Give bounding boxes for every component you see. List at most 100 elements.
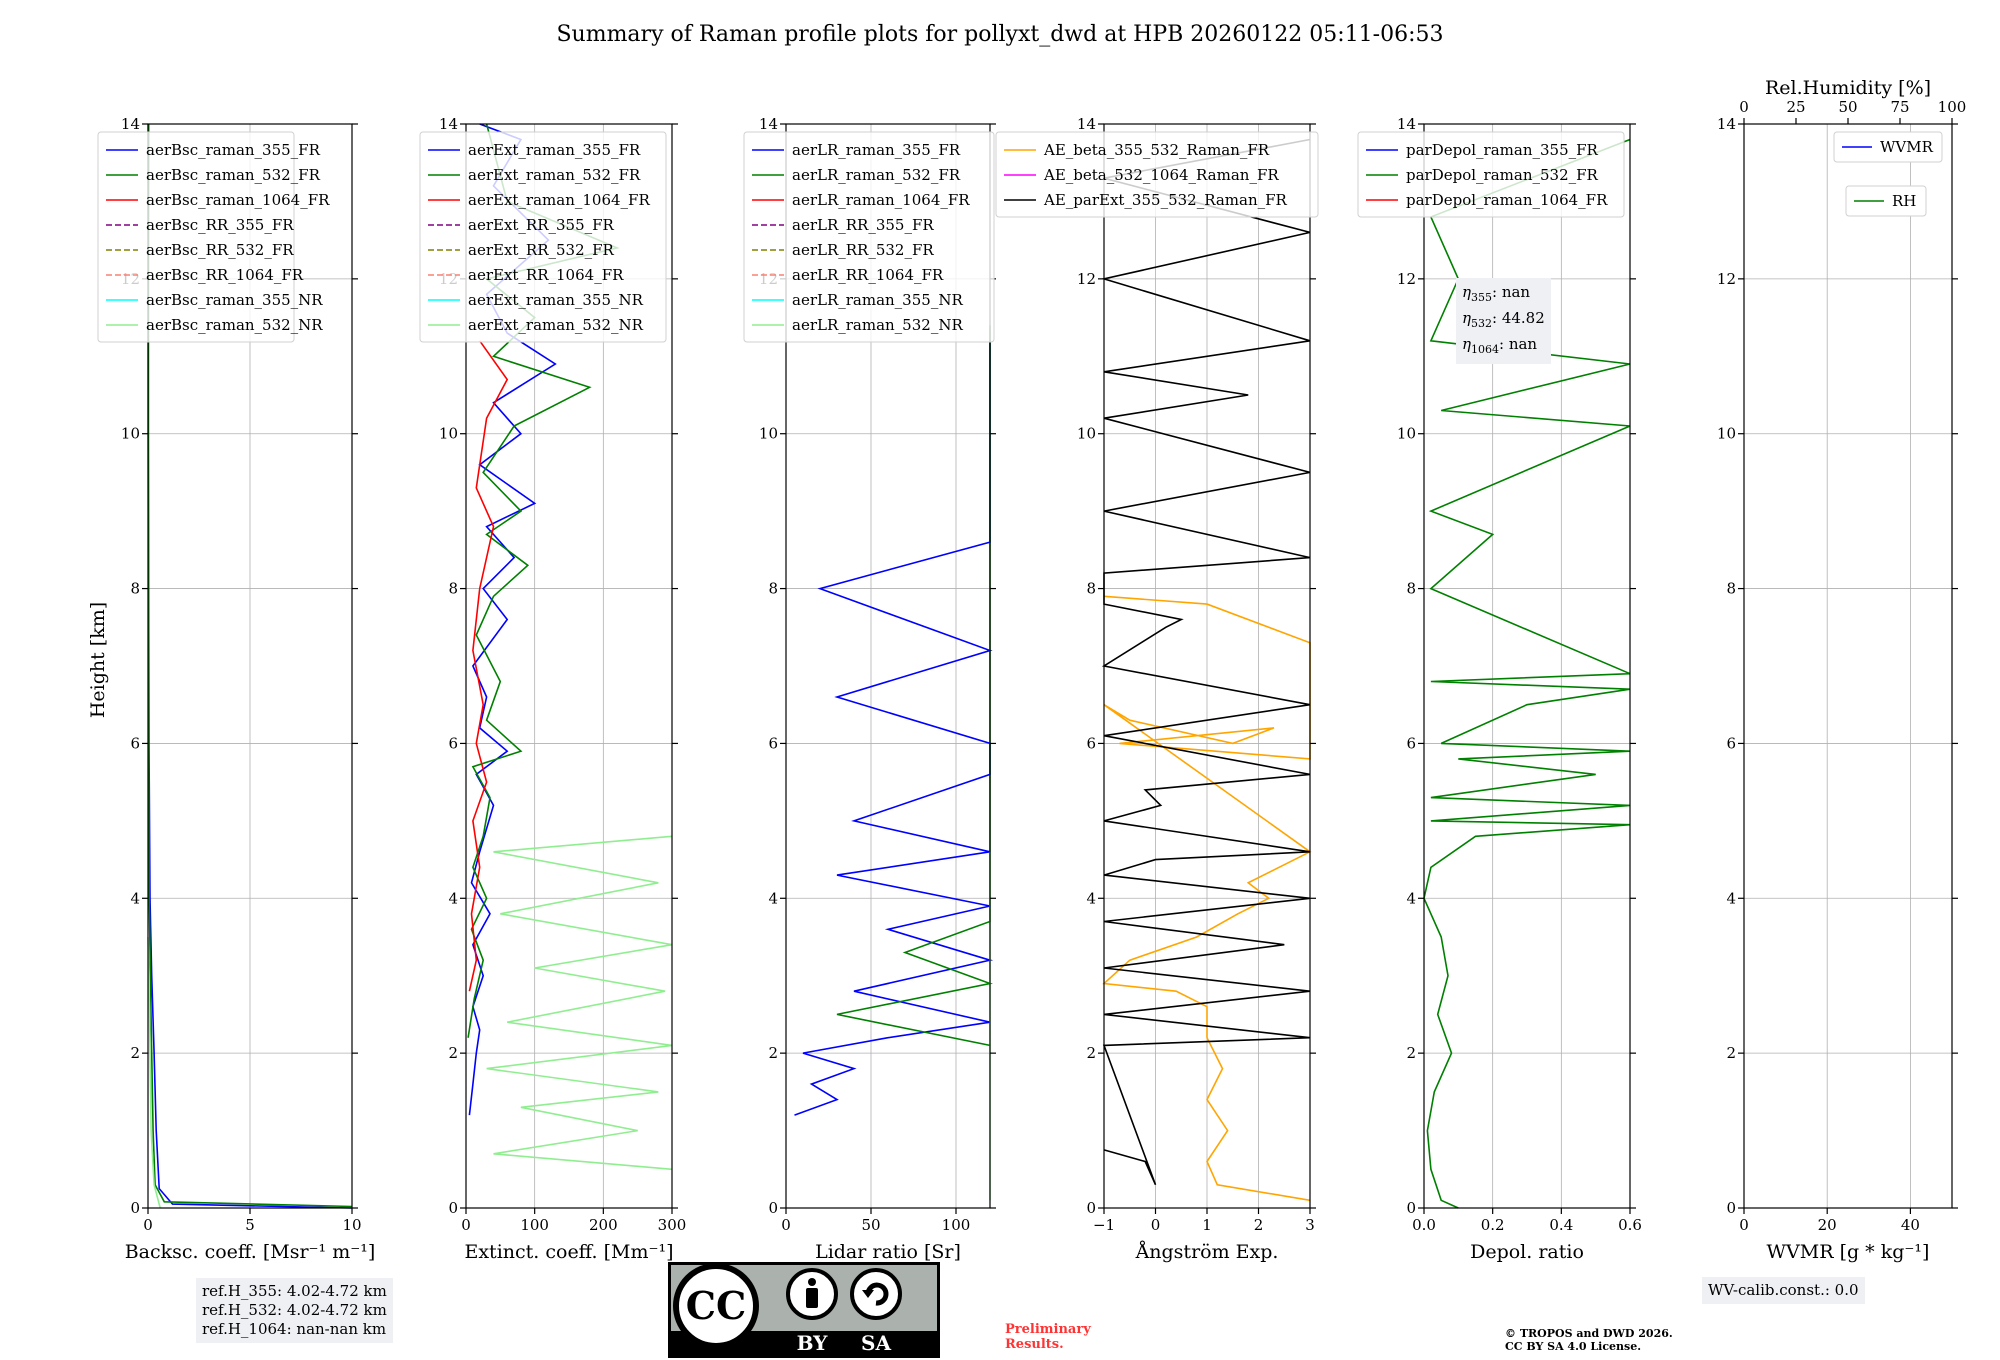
legend-entry: parDepol_raman_355_FR	[1406, 141, 1599, 159]
series-AE_beta_355_532_Raman_FR	[1102, 595, 1312, 1202]
legend-entry: aerLR_RR_355_FR	[792, 216, 934, 234]
y-tick-label: 2	[1406, 1044, 1416, 1062]
plot-frame	[1743, 123, 1953, 1209]
plot-frame	[1423, 123, 1631, 1209]
legend-box	[1833, 131, 1943, 163]
top-tick-label: 0	[1739, 98, 1749, 116]
x-tick-label: 0	[143, 1216, 153, 1234]
ref-height-355: ref.H_355: 4.02-4.72 km	[202, 1282, 387, 1300]
x-tick-label: 0	[781, 1216, 791, 1234]
x-tick-label: 50	[861, 1216, 880, 1234]
series-aerExt_raman_532_NR	[486, 835, 673, 1171]
legend-entry: aerBsc_raman_355_FR	[146, 141, 321, 159]
legend-box	[97, 131, 295, 343]
y-tick-label: 6	[768, 734, 778, 752]
legend-entry: RH	[1892, 192, 1916, 210]
x-tick-label: 1	[1202, 1216, 1212, 1234]
legend-entry: aerExt_RR_532_FR	[468, 241, 615, 259]
legend-entry: aerBsc_raman_355_NR	[146, 291, 323, 309]
x-axis-label: Ångström Exp.	[1135, 1241, 1279, 1263]
series-aerBsc_raman_532_NR	[147, 936, 161, 1209]
legend-entry: aerBsc_RR_1064_FR	[146, 266, 304, 284]
legend-entry: aerBsc_raman_532_NR	[146, 316, 323, 334]
y-tick-label: 2	[1726, 1044, 1736, 1062]
top-tick-label: 100	[1938, 98, 1967, 116]
legend-entry: aerExt_raman_532_NR	[468, 316, 644, 334]
x-tick-label: 3	[1305, 1216, 1315, 1234]
top-tick-label: 25	[1786, 98, 1805, 116]
panel-lidar_ratio: 02468101214050100Lidar ratio [Sr]aerLR_r…	[743, 115, 996, 1263]
plot-frame	[785, 123, 991, 1209]
series-aerExt_raman_1064_FR	[468, 340, 509, 992]
sa-label: SA	[861, 1331, 891, 1355]
y-tick-label: 8	[1726, 580, 1736, 598]
y-tick-label: 8	[448, 580, 458, 598]
y-tick-label: 2	[1086, 1044, 1096, 1062]
y-tick-label: 4	[1406, 889, 1416, 907]
x-tick-label: 0.4	[1549, 1216, 1573, 1234]
legend-entry: aerExt_RR_1064_FR	[468, 266, 624, 284]
figure-title: Summary of Raman profile plots for polly…	[556, 22, 1444, 47]
top-tick-label: 50	[1838, 98, 1857, 116]
y-tick-label: 12	[1397, 270, 1416, 288]
y-tick-label: 4	[448, 889, 458, 907]
x-axis-label: Depol. ratio	[1470, 1241, 1584, 1263]
legend-entry: AE_beta_532_1064_Raman_FR	[1043, 166, 1279, 184]
y-tick-label: 0	[1726, 1199, 1736, 1217]
x-tick-label: 100	[942, 1216, 971, 1234]
wv-calib-box: WV-calib.const.: 0.0	[1702, 1277, 1865, 1304]
y-tick-label: 2	[130, 1044, 140, 1062]
share-alike-icon	[850, 1268, 902, 1320]
y-axis-label: Height [km]	[87, 602, 109, 718]
legend-box	[1845, 185, 1927, 217]
y-tick-label: 8	[1086, 580, 1096, 598]
x-tick-label: 10	[342, 1216, 361, 1234]
x-axis-label: Extinct. coeff. [Mm⁻¹]	[464, 1241, 673, 1263]
series-AE_parExt_355_532_Raman_FR	[1100, 138, 1311, 1186]
legend-box	[1357, 131, 1625, 218]
panel-backscatter: 024681012140510Backsc. coeff. [Msr⁻¹ m⁻¹…	[97, 115, 375, 1263]
series-aerLR_raman_355_FR	[794, 340, 994, 1116]
y-tick-label: 10	[759, 425, 778, 443]
y-tick-label: 6	[448, 734, 458, 752]
y-tick-label: 6	[1406, 734, 1416, 752]
series-parDepol_raman_532_FR	[1423, 138, 1631, 1209]
y-tick-label: 10	[439, 425, 458, 443]
y-tick-label: 0	[448, 1199, 458, 1217]
legend-entry: AE_parExt_355_532_Raman_FR	[1043, 191, 1288, 209]
y-tick-label: 10	[1077, 425, 1096, 443]
y-tick-label: 14	[1717, 115, 1736, 133]
x-tick-label: 300	[658, 1216, 687, 1234]
y-tick-label: 12	[1717, 270, 1736, 288]
legend-entry: aerLR_raman_355_NR	[792, 291, 963, 309]
x-tick-label: −1	[1093, 1216, 1115, 1234]
top-axis-label: Rel.Humidity [%]	[1765, 77, 1931, 99]
ref-height-1064: ref.H_1064: nan-nan km	[202, 1320, 387, 1338]
y-tick-label: 4	[1086, 889, 1096, 907]
legend-box	[995, 131, 1319, 218]
legend-entry: aerExt_raman_355_NR	[468, 291, 644, 309]
y-tick-label: 0	[768, 1199, 778, 1217]
top-tick-label: 75	[1890, 98, 1909, 116]
legend-entry: aerBsc_raman_532_FR	[146, 166, 321, 184]
by-label: BY	[797, 1331, 829, 1355]
y-tick-label: 6	[130, 734, 140, 752]
legend-entry: parDepol_raman_532_FR	[1406, 166, 1599, 184]
legend-entry: aerExt_raman_1064_FR	[468, 191, 650, 209]
cc-text: CC	[686, 1283, 747, 1328]
x-axis-label: Lidar ratio [Sr]	[815, 1241, 961, 1263]
y-tick-label: 0	[1406, 1199, 1416, 1217]
legend-entry: aerBsc_raman_1064_FR	[146, 191, 330, 209]
y-tick-label: 4	[130, 889, 140, 907]
y-tick-label: 6	[1726, 734, 1736, 752]
legend-entry: aerLR_RR_532_FR	[792, 241, 934, 259]
x-tick-label: 100	[520, 1216, 549, 1234]
legend-entry: WVMR	[1880, 138, 1934, 156]
x-tick-label: 2	[1254, 1216, 1264, 1234]
y-tick-label: 0	[130, 1199, 140, 1217]
y-tick-label: 14	[121, 115, 140, 133]
legend-entry: aerBsc_RR_532_FR	[146, 241, 294, 259]
y-tick-label: 8	[768, 580, 778, 598]
